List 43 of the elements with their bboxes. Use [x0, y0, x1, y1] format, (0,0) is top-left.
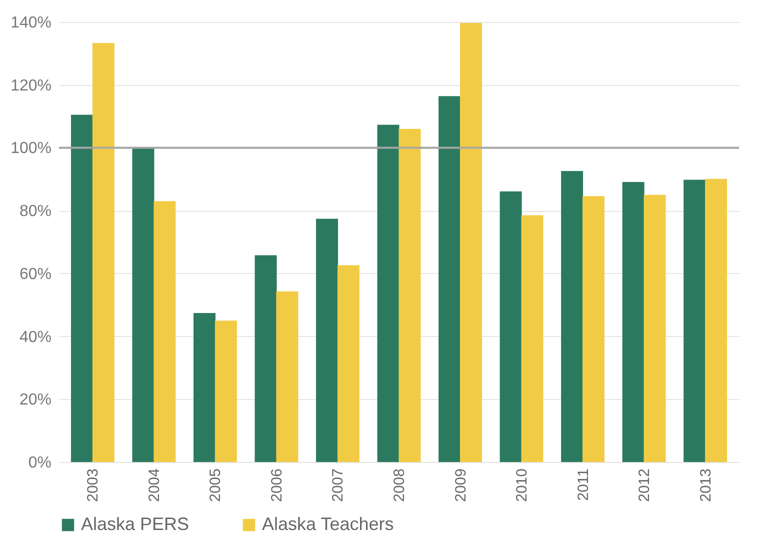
x-tick-label: 2012: [636, 468, 654, 502]
x-tick-label: 2005: [207, 468, 224, 502]
bar: [521, 215, 544, 462]
bar: [438, 96, 461, 462]
bar: [337, 265, 360, 462]
x-tick-label: 2013: [697, 468, 714, 502]
bar: [500, 191, 522, 462]
bar: [92, 43, 114, 462]
bar: [622, 182, 644, 462]
x-tick-label: 2011: [574, 468, 592, 501]
bar: [132, 148, 154, 462]
legend-label: Alaska PERS: [81, 514, 190, 534]
y-tick-label: 0%: [28, 454, 52, 472]
x-tick-label: 2006: [268, 468, 286, 502]
y-tick-label: 20%: [19, 392, 52, 409]
bar: [316, 218, 338, 462]
bar: [644, 194, 666, 462]
y-tick-label: 80%: [19, 203, 52, 220]
y-tick-label: 140%: [10, 14, 52, 32]
bar: [460, 22, 482, 462]
legend-label: Alaska Teachers: [262, 514, 394, 534]
bar: [276, 291, 298, 462]
x-tick-label: 2004: [146, 468, 163, 502]
x-tick-label: 2010: [514, 468, 531, 502]
x-tick-label: 2008: [391, 468, 408, 502]
bar: [154, 201, 176, 462]
bar: [398, 128, 421, 462]
bar: [561, 170, 584, 462]
bar: [193, 313, 216, 462]
y-tick-label: 40%: [19, 328, 52, 346]
bar: [582, 196, 605, 462]
x-tick-label: 2007: [330, 468, 347, 502]
bar: [684, 180, 706, 462]
x-tick-label: 2009: [452, 468, 470, 502]
x-tick-label: 2003: [84, 468, 102, 502]
bar: [214, 320, 237, 462]
bar: [254, 255, 277, 462]
y-tick-label: 60%: [19, 266, 52, 283]
bar: [377, 124, 400, 462]
bar: [70, 114, 93, 462]
y-tick-label: 100%: [10, 140, 52, 158]
bar: [705, 178, 728, 462]
y-tick-label: 120%: [10, 77, 52, 94]
